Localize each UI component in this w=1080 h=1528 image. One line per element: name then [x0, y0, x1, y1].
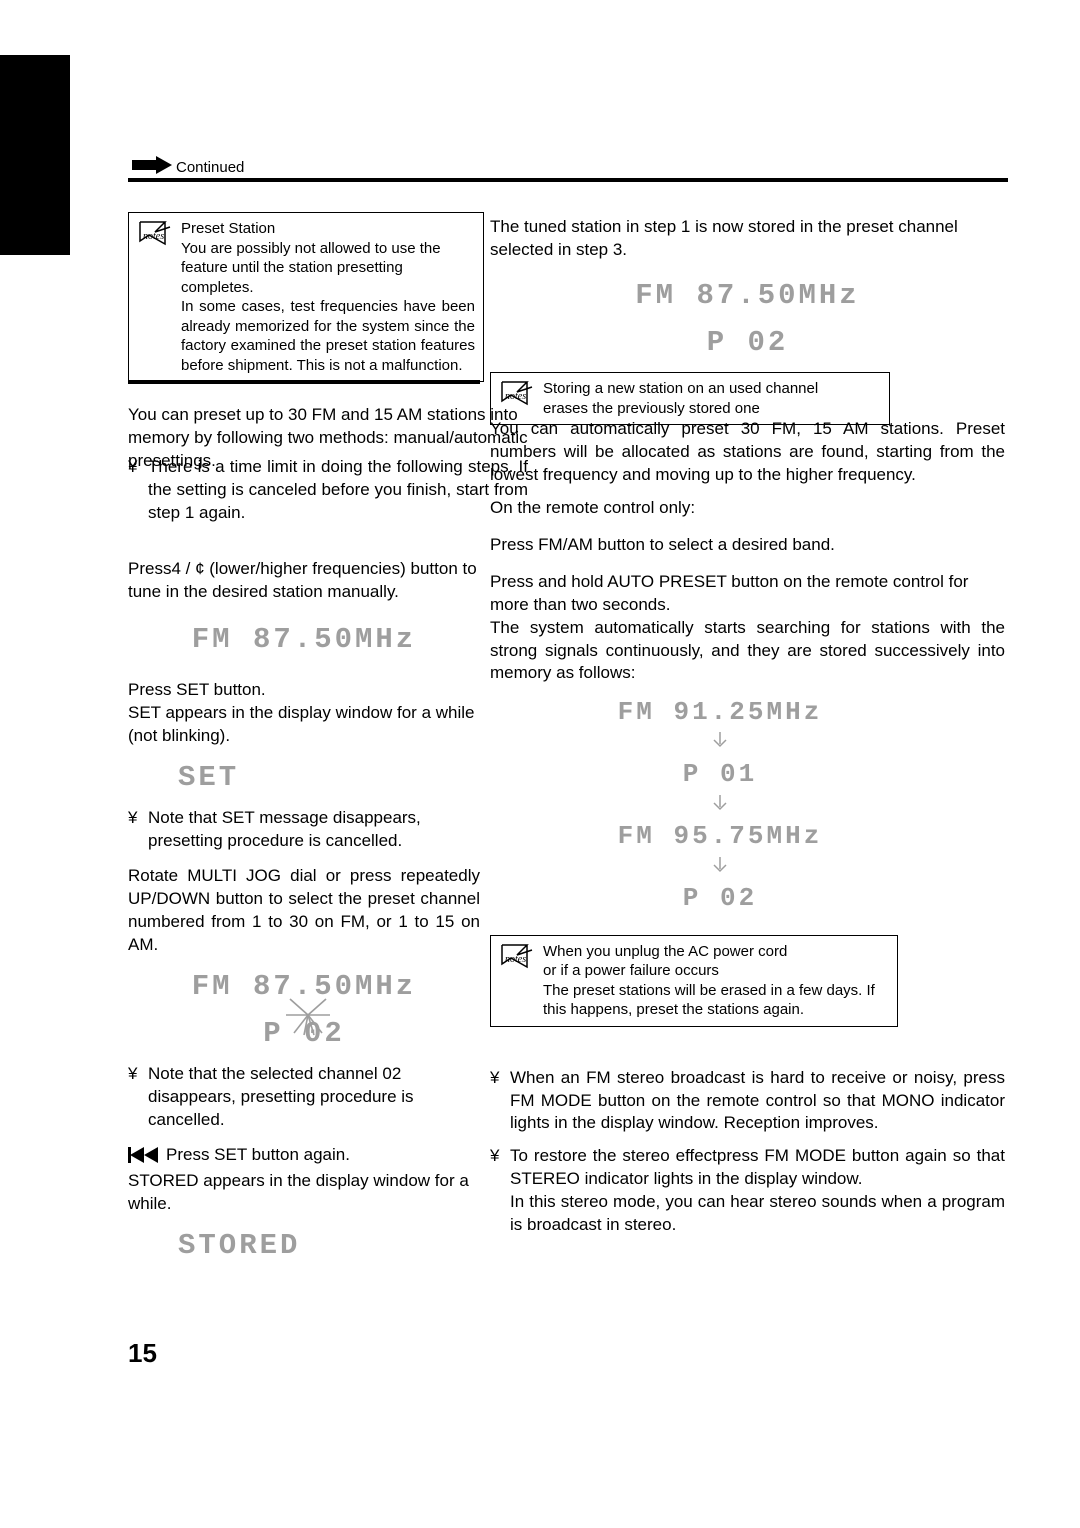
notes-icon: notes: [499, 942, 535, 977]
lcd-display: STORED: [128, 1226, 480, 1265]
down-arrow-icon: [550, 855, 890, 875]
header-rule: [128, 178, 1008, 182]
note-line: Storing a new station on an used channel: [543, 379, 881, 399]
step-text: Rotate MULTI JOG dial or press repeatedl…: [128, 865, 480, 957]
lcd-display: P 02: [550, 881, 890, 916]
bullet-text: Note that the selected channel 02 disapp…: [148, 1063, 480, 1132]
svg-text:notes: notes: [143, 231, 164, 242]
tape-icon: [128, 1147, 162, 1170]
note-line: In some cases, test frequencies have bee…: [181, 297, 475, 375]
stored-confirmation-text: The tuned station in step 1 is now store…: [490, 216, 1005, 262]
sub-rule: [128, 380, 480, 384]
continued-arrow-icon: [132, 156, 172, 174]
lcd-display: FM 87.50MHz: [490, 276, 1005, 315]
remote-only: On the remote control only:: [490, 497, 1005, 520]
lcd-display: P 02: [490, 323, 1005, 362]
page-number: 15: [128, 1336, 157, 1371]
note-title: Preset Station: [181, 219, 475, 239]
step-text: Press and hold AUTO PRESET button on the…: [490, 571, 1005, 617]
svg-text:notes: notes: [505, 391, 526, 402]
step-text: Press SET button.: [128, 679, 480, 702]
svg-text:notes: notes: [505, 954, 526, 965]
lcd-display: SET: [128, 758, 480, 797]
lcd-display: FM 91.25MHz: [550, 695, 890, 730]
note-line: When you unplug the AC power cord: [543, 942, 889, 962]
note-line: You are possibly not allowed to use the …: [181, 239, 475, 298]
note-line: erases the previously stored one: [543, 399, 881, 419]
bullet-text: In this stereo mode, you can hear stereo…: [510, 1191, 1005, 1237]
bullet-text: Note that SET message disappears, preset…: [148, 807, 480, 853]
step-text: Press4 / ¢ (lower/higher frequencies) bu…: [128, 558, 480, 604]
step-text: The system automatically starts searchin…: [490, 617, 1005, 686]
step-text: SET appears in the display window for a …: [128, 702, 480, 748]
lcd-display: FM 95.75MHz: [550, 819, 890, 854]
lcd-display: FM 87.50MHz: [128, 620, 480, 659]
bullet-sym: ¥: [128, 456, 142, 525]
bullet-text: When an FM stereo broadcast is hard to r…: [510, 1067, 1005, 1136]
note-line: The preset stations will be erased in a …: [543, 981, 889, 1020]
section-tab: [0, 55, 70, 255]
step-text: Press FM/AM button to select a desired b…: [490, 534, 1005, 557]
bullet-sym: ¥: [128, 807, 142, 853]
down-arrow-icon: [550, 730, 890, 750]
bullet-text: There is a time limit in doing the follo…: [148, 456, 528, 525]
bullet-sym: ¥: [490, 1067, 504, 1136]
bullet-text: To restore the stereo effectpress FM MOD…: [510, 1145, 1005, 1191]
blink-burst-icon: [248, 993, 368, 1037]
note-line: or if a power failure occurs: [543, 961, 889, 981]
bullet-sym: ¥: [490, 1145, 504, 1237]
notes-power-loss: notes When you unplug the AC power cord …: [490, 935, 898, 1027]
lcd-display: P 01: [550, 757, 890, 792]
continued-label: Continued: [176, 158, 244, 178]
auto-intro: You can automatically preset 30 FM, 15 A…: [490, 418, 1005, 487]
down-arrow-icon: [550, 793, 890, 813]
notes-icon: notes: [137, 219, 173, 254]
notes-preset-station: notes Preset Station You are possibly no…: [128, 212, 484, 382]
step-text: STORED appears in the display window for…: [128, 1170, 480, 1216]
bullet-sym: ¥: [128, 1063, 142, 1132]
step-text: Press SET button again.: [166, 1145, 350, 1164]
